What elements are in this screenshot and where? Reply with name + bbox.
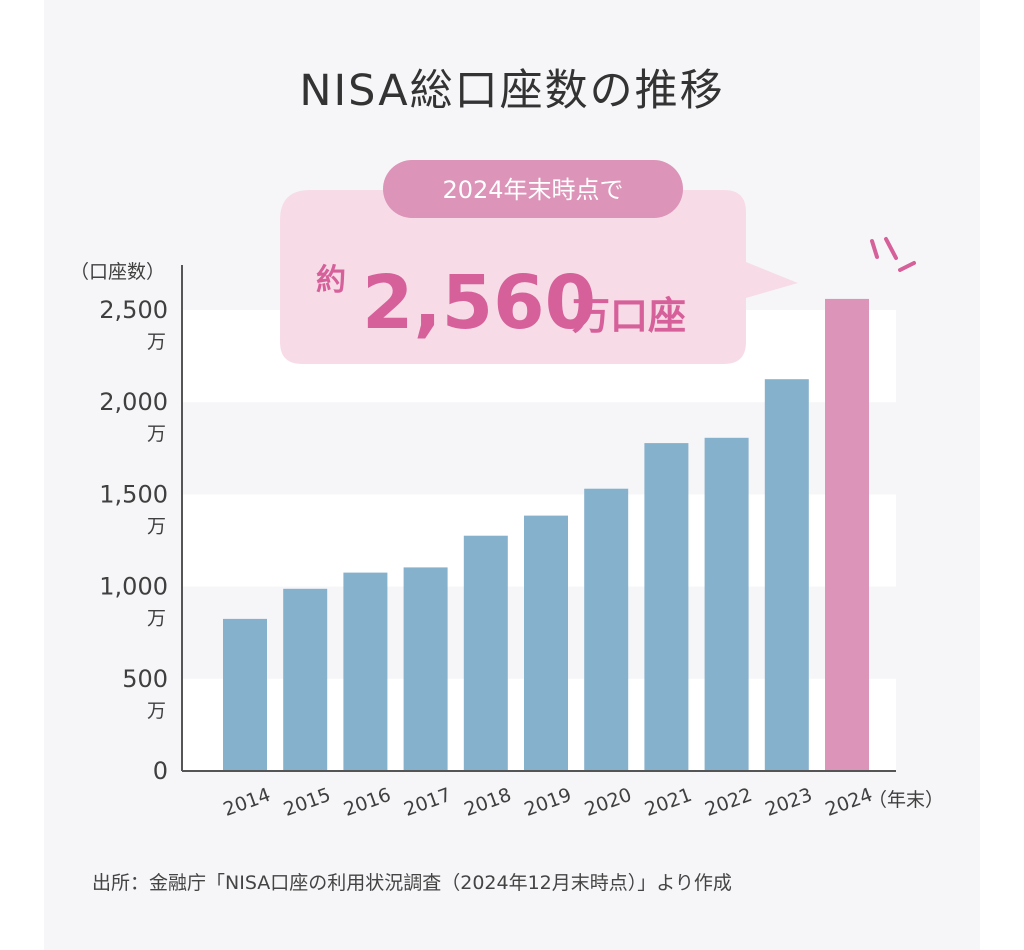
- bar-2022: [704, 437, 749, 771]
- x-tick-label: 2023: [762, 784, 815, 821]
- x-tick-labels: 2014 2015 2016 2017 2018 2019 2020 2021 2022 2023…: [220, 784, 875, 821]
- bar-2020: [584, 488, 629, 771]
- x-tick-label: 2019: [521, 784, 574, 821]
- callout-suffix: 万口座: [572, 294, 686, 338]
- x-tick-label: 2014: [220, 784, 273, 821]
- sparkle-icon: [870, 237, 916, 272]
- y-tick-unit: 万: [147, 608, 166, 630]
- y-tick-labels: 0 500 万 1,000 万 1,500 万 2,000 万 2,500 万: [99, 296, 168, 785]
- y-tick-label: 500: [122, 665, 168, 693]
- chart-title: NISA総口座数の推移: [299, 66, 725, 116]
- x-tick-label: 2020: [582, 784, 635, 821]
- bar-2024: [825, 298, 869, 771]
- bar-2018: [463, 535, 508, 771]
- callout-prefix: 約: [316, 263, 346, 298]
- callout-pill: [383, 160, 683, 218]
- callout-bubble: 2024年末時点で 約 2,560 万口座: [280, 160, 798, 364]
- source-note: 出所：金融庁「NISA口座の利用状況調査（2024年12月末時点）」より作成: [92, 872, 732, 894]
- y-tick-label: 2,500: [99, 296, 168, 324]
- bar-2017: [403, 567, 448, 771]
- y-tick-label: 1,500: [99, 480, 168, 508]
- bar-2015: [283, 588, 328, 771]
- bar-2021: [644, 443, 689, 771]
- callout-shape: [280, 190, 798, 364]
- x-tick-label: 2018: [461, 784, 514, 821]
- bar-2014: [223, 618, 267, 771]
- y-tick-unit: 万: [147, 515, 166, 537]
- chart-panel: [44, 0, 980, 950]
- y-tick-unit: 万: [147, 331, 166, 353]
- x-axis-label: （年末）: [868, 789, 944, 811]
- x-tick-label: 2017: [401, 784, 454, 821]
- callout-pill-text: 2024年末時点で: [442, 176, 623, 204]
- bar-2019: [524, 515, 568, 771]
- bar-2016: [343, 572, 388, 771]
- x-tick-label: 2021: [642, 784, 695, 821]
- x-tick-label: 2015: [281, 784, 334, 821]
- y-tick-unit: 万: [147, 423, 166, 445]
- y-tick-unit: 万: [147, 700, 166, 722]
- y-tick-label: 2,000: [99, 388, 168, 416]
- y-axis-label: （口座数）: [70, 261, 165, 283]
- x-tick-label: 2016: [341, 784, 394, 821]
- x-tick-label: 2022: [702, 784, 755, 821]
- callout-number: 2,560: [362, 260, 596, 346]
- y-tick-label: 0: [153, 757, 168, 785]
- bar-2023: [764, 379, 809, 771]
- y-tick-label: 1,000: [99, 573, 168, 601]
- bars: [223, 298, 869, 771]
